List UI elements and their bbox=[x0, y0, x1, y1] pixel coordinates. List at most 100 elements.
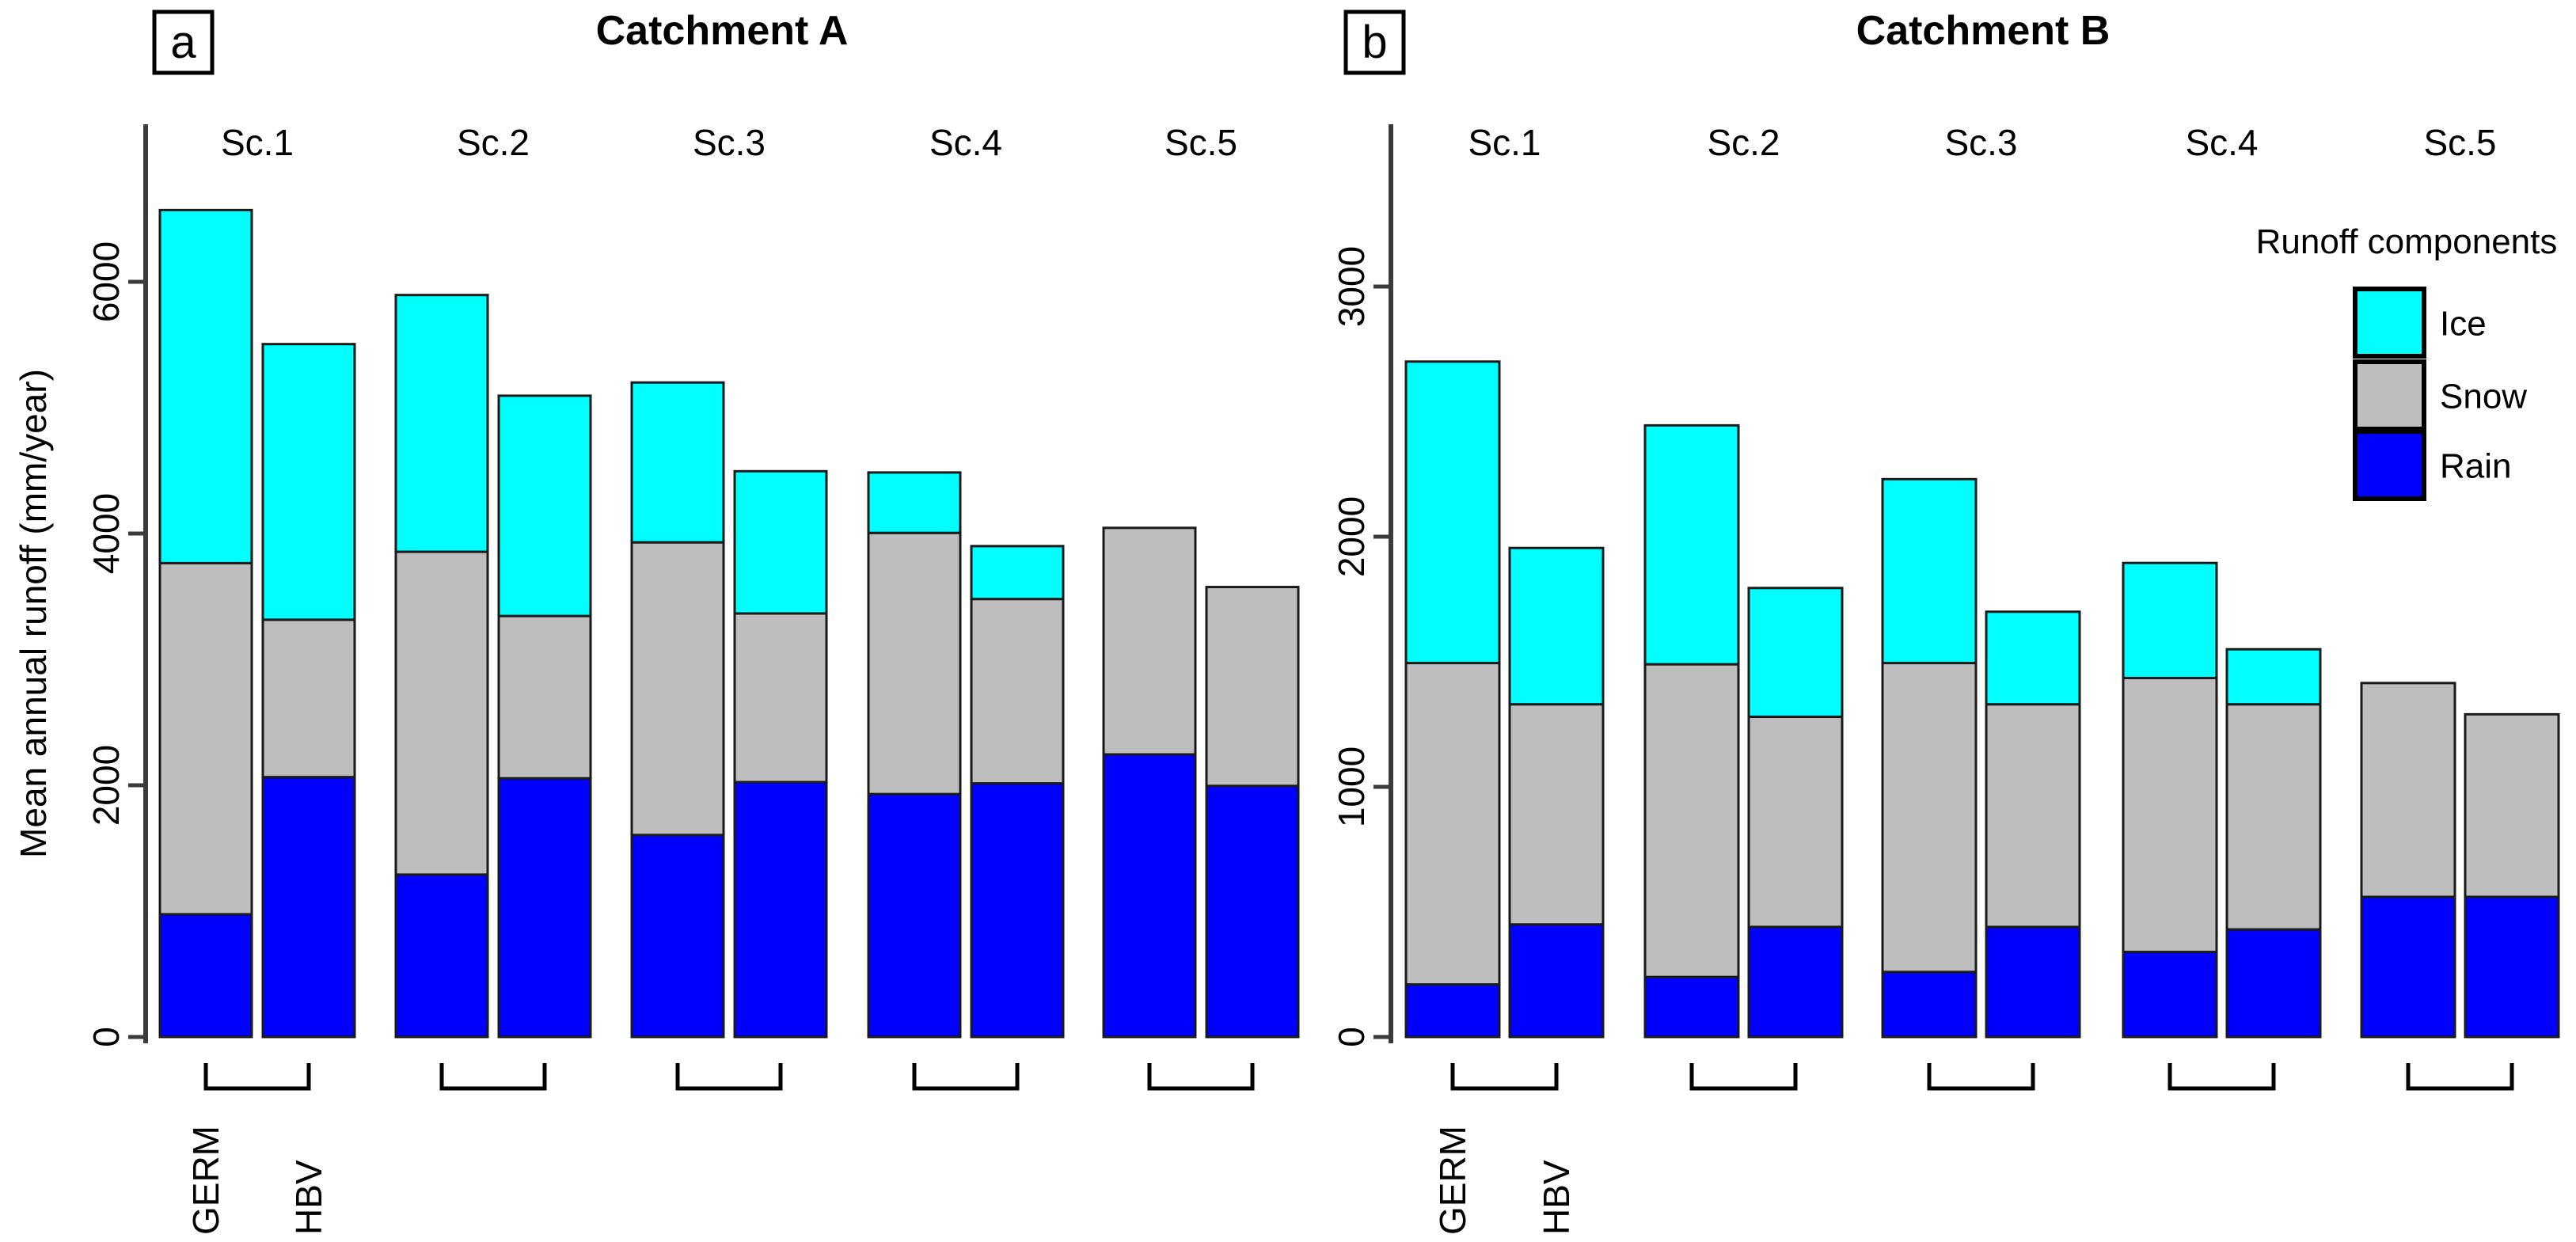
scenario-label-b-1: Sc.2 bbox=[1707, 122, 1780, 163]
y-tick-label-a-0: 0 bbox=[85, 1027, 127, 1047]
bar-segment-a-sc3-germ-ice bbox=[630, 381, 725, 544]
bar-segment-b-sc1-germ-snow bbox=[1404, 662, 1501, 986]
bar-segment-a-sc5-hbv-rain bbox=[1205, 784, 1300, 1039]
bar-segment-b-sc1-hbv-ice bbox=[1508, 546, 1605, 706]
bar-segment-a-sc1-germ-ice bbox=[158, 208, 253, 564]
y-tick-label-b-0: 0 bbox=[1331, 1027, 1372, 1047]
legend-label-rain: Rain bbox=[2440, 447, 2512, 486]
bar-segment-b-sc4-hbv-snow bbox=[2225, 703, 2322, 931]
bar-segment-b-sc2-germ-ice bbox=[1643, 423, 1740, 666]
legend-title: Runoff components bbox=[2256, 222, 2558, 261]
pair-bracket-b-0 bbox=[1450, 1063, 1559, 1091]
bar-segment-b-sc3-hbv-ice bbox=[1985, 610, 2081, 706]
bar-segment-a-sc3-germ-snow bbox=[630, 541, 725, 837]
y-tick-label-b-1000: 1000 bbox=[1331, 746, 1372, 827]
scenario-label-a-2: Sc.3 bbox=[693, 122, 766, 163]
bar-segment-b-sc3-germ-rain bbox=[1881, 970, 1978, 1039]
pair-bracket-a-0 bbox=[203, 1063, 311, 1091]
bar-segment-b-sc2-germ-rain bbox=[1643, 975, 1740, 1039]
bar-segment-b-sc5-hbv-snow bbox=[2464, 712, 2560, 898]
bar-segment-b-sc4-germ-ice bbox=[2122, 561, 2218, 680]
bar-segment-b-sc2-hbv-ice bbox=[1747, 587, 1844, 719]
scenario-label-b-4: Sc.5 bbox=[2423, 122, 2496, 163]
pair-bracket-a-3 bbox=[912, 1063, 1020, 1091]
pair-bracket-b-3 bbox=[2168, 1063, 2276, 1091]
scenario-label-a-0: Sc.1 bbox=[221, 122, 294, 163]
bar-segment-a-sc5-germ-rain bbox=[1102, 753, 1197, 1039]
pair-bracket-a-2 bbox=[675, 1063, 783, 1091]
y-tick-label-b-3000: 3000 bbox=[1331, 246, 1372, 327]
bar-segment-b-sc3-hbv-rain bbox=[1985, 925, 2081, 1039]
bar-segment-a-sc5-hbv-snow bbox=[1205, 586, 1300, 788]
pair-bracket-b-2 bbox=[1927, 1063, 2035, 1091]
y-tick-label-a-2000: 2000 bbox=[85, 745, 127, 826]
panel-title-a: Catchment A bbox=[596, 8, 849, 54]
legend-swatch-ice-icon bbox=[2353, 287, 2426, 359]
panel-letter-box-b bbox=[1343, 9, 1406, 75]
model-label-b-hbv: HBV bbox=[1536, 1160, 1577, 1235]
bar-segment-b-sc1-germ-ice bbox=[1404, 360, 1501, 665]
bar-segment-a-sc3-germ-rain bbox=[630, 834, 725, 1039]
bar-segment-a-sc2-hbv-ice bbox=[497, 394, 592, 617]
bar-segment-a-sc1-germ-snow bbox=[158, 561, 253, 916]
bar-segment-b-sc1-germ-rain bbox=[1404, 983, 1501, 1039]
pair-bracket-b-4 bbox=[2406, 1063, 2514, 1091]
bar-segment-b-sc3-germ-ice bbox=[1881, 477, 1978, 665]
bar-segment-a-sc4-germ-rain bbox=[867, 792, 962, 1039]
bar-segment-a-sc4-germ-snow bbox=[867, 531, 962, 796]
pair-bracket-b-1 bbox=[1689, 1063, 1798, 1091]
bar-segment-a-sc1-hbv-snow bbox=[261, 618, 356, 779]
panel-letter-a: a bbox=[170, 17, 196, 68]
bar-segment-a-sc3-hbv-rain bbox=[733, 781, 828, 1039]
y-tick-label-a-4000: 4000 bbox=[85, 493, 127, 574]
bar-segment-b-sc4-germ-snow bbox=[2122, 677, 2218, 954]
bar-segment-a-sc1-hbv-ice bbox=[261, 343, 356, 621]
bar-segment-b-sc2-hbv-snow bbox=[1747, 716, 1844, 929]
pair-bracket-a-4 bbox=[1147, 1063, 1255, 1091]
bar-segment-b-sc2-hbv-rain bbox=[1747, 925, 1844, 1039]
scenario-label-a-3: Sc.4 bbox=[929, 122, 1002, 163]
bar-segment-b-sc5-germ-rain bbox=[2360, 895, 2456, 1039]
y-tick-label-b-2000: 2000 bbox=[1331, 496, 1372, 577]
panel-title-b: Catchment B bbox=[1856, 8, 2111, 54]
scenario-label-a-1: Sc.2 bbox=[457, 122, 530, 163]
pair-bracket-a-1 bbox=[439, 1063, 547, 1091]
scenario-label-a-4: Sc.5 bbox=[1165, 122, 1237, 163]
bar-segment-a-sc4-hbv-ice bbox=[970, 545, 1065, 601]
bar-segment-b-sc5-hbv-rain bbox=[2464, 895, 2560, 1039]
bar-segment-a-sc2-hbv-snow bbox=[497, 614, 592, 780]
bar-segment-b-sc4-germ-rain bbox=[2122, 951, 2218, 1039]
bar-segment-a-sc4-hbv-snow bbox=[970, 598, 1065, 785]
model-label-b-germ: GERM bbox=[1432, 1126, 1473, 1235]
bar-segment-a-sc2-germ-snow bbox=[394, 550, 489, 876]
legend-label-snow: Snow bbox=[2440, 378, 2527, 416]
scenario-label-b-3: Sc.4 bbox=[2185, 122, 2258, 163]
bar-segment-a-sc2-germ-ice bbox=[394, 294, 489, 553]
y-tick-label-a-6000: 6000 bbox=[85, 241, 127, 322]
bar-segment-a-sc1-germ-rain bbox=[158, 913, 253, 1039]
scenario-label-b-0: Sc.1 bbox=[1468, 122, 1541, 163]
bar-segment-a-sc4-germ-ice bbox=[867, 471, 962, 534]
model-label-a-hbv: HBV bbox=[288, 1160, 329, 1235]
bar-segment-a-sc1-hbv-rain bbox=[261, 776, 356, 1039]
bar-segment-a-sc2-hbv-rain bbox=[497, 777, 592, 1039]
legend-swatch-snow-icon bbox=[2353, 359, 2426, 431]
bar-segment-b-sc5-germ-snow bbox=[2360, 682, 2456, 898]
legend-label-ice: Ice bbox=[2440, 305, 2487, 344]
y-axis-title: Mean annual runoff (mm/year) bbox=[13, 369, 54, 858]
bar-segment-a-sc3-hbv-snow bbox=[733, 612, 828, 784]
bar-segment-a-sc3-hbv-ice bbox=[733, 469, 828, 615]
scenario-label-b-2: Sc.3 bbox=[1944, 122, 2017, 163]
bar-segment-a-sc5-germ-snow bbox=[1102, 526, 1197, 756]
model-label-a-germ: GERM bbox=[185, 1126, 226, 1235]
bar-segment-b-sc4-hbv-rain bbox=[2225, 928, 2322, 1039]
bar-segment-b-sc4-hbv-ice bbox=[2225, 648, 2322, 706]
legend-swatch-rain-icon bbox=[2353, 429, 2426, 501]
bar-segment-b-sc2-germ-snow bbox=[1643, 663, 1740, 978]
panel-letter-b: b bbox=[1362, 17, 1387, 68]
bar-segment-b-sc3-germ-snow bbox=[1881, 662, 1978, 974]
bar-segment-b-sc1-hbv-snow bbox=[1508, 703, 1605, 926]
bar-segment-a-sc4-hbv-rain bbox=[970, 782, 1065, 1039]
